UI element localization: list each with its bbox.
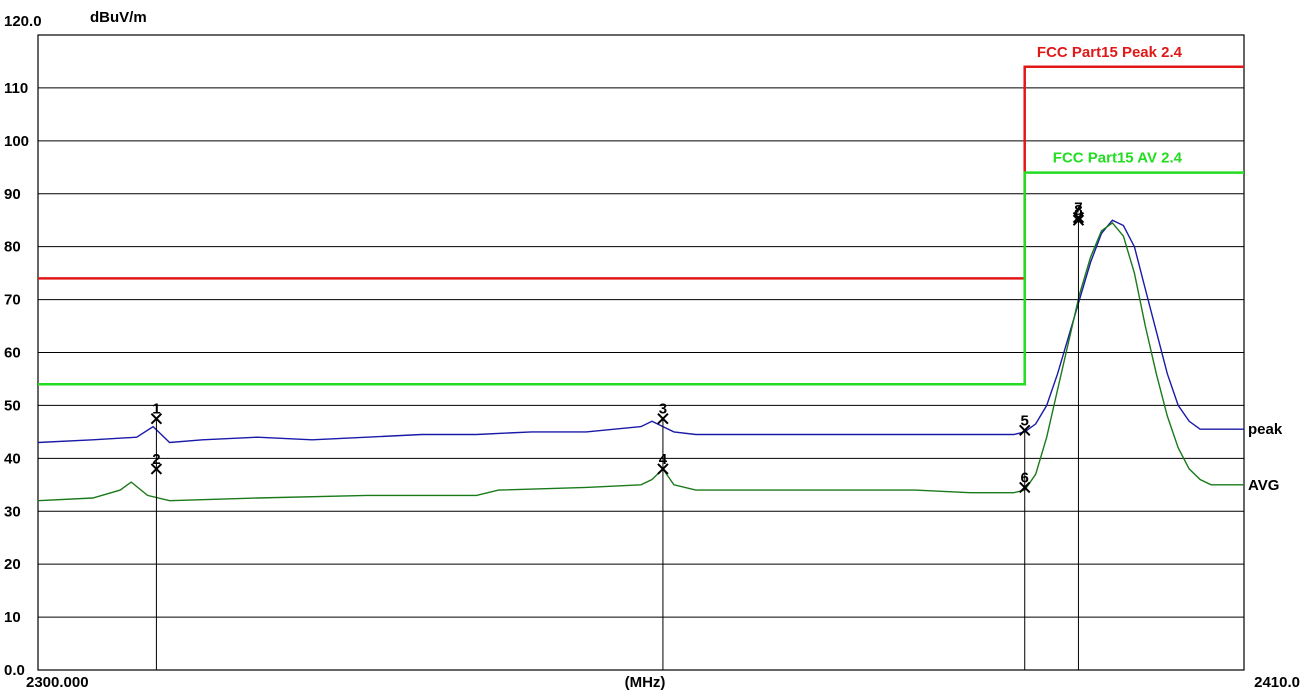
- marker-x-6: [1019, 481, 1031, 494]
- marker-label-1: 1: [152, 401, 160, 418]
- marker-label-4: 4: [659, 451, 668, 468]
- grid-lines: [38, 87, 1244, 618]
- marker-label-7: 7: [1074, 200, 1082, 217]
- y-tick-labels: 0.0 10 20 30 40 50 60 70 80 90 100 110: [4, 80, 29, 679]
- marker-x-3: [657, 412, 669, 425]
- y-top-label: 120.0: [4, 13, 42, 30]
- y-tick-label: 100: [4, 133, 29, 150]
- y-tick-label: 110: [4, 80, 28, 97]
- marker-x-2: [150, 463, 163, 475]
- x-unit-label: (MHz): [625, 674, 666, 691]
- x-start-label: 2300.000: [26, 674, 89, 691]
- marker-x-5: [1019, 424, 1031, 436]
- y-tick-label: 90: [4, 186, 21, 203]
- marker-label-8: 8: [1074, 202, 1082, 219]
- markers: 1 2 3 4 5 6 78: [150, 200, 1085, 670]
- series-label-AVG: AVG: [1248, 477, 1279, 494]
- marker-x-7: [1072, 211, 1085, 224]
- marker-label-5: 5: [1021, 412, 1029, 429]
- marker-label-2: 2: [152, 451, 160, 468]
- limit-label-2: FCC Part15 AV 2.4: [1053, 150, 1183, 167]
- y-tick-label: 40: [4, 450, 21, 467]
- y-tick-label: 30: [4, 503, 21, 520]
- y-tick-label: 70: [4, 292, 21, 309]
- series-line-peak: [37, 219, 1244, 444]
- y-tick-label: 60: [4, 345, 21, 362]
- x-end-label: 2410.0: [1254, 674, 1300, 691]
- y-tick-label: 20: [4, 556, 21, 573]
- series-label-peak: peak: [1248, 421, 1283, 438]
- y-tick-label: 80: [4, 239, 21, 256]
- marker-label-6: 6: [1021, 469, 1029, 486]
- y-tick-label: 10: [4, 609, 21, 626]
- y-tick-label: 0.0: [4, 662, 25, 679]
- marker-label-3: 3: [659, 401, 667, 418]
- y-tick-label: 50: [4, 397, 21, 414]
- marker-x-4: [657, 463, 669, 475]
- limit-lines: [38, 65, 1244, 386]
- limit-labels: FCC Part15 Peak 2.4 FCC Part15 AV 2.4: [1037, 44, 1183, 167]
- marker-x-8: [1072, 214, 1085, 226]
- y-unit-label: dBuV/m: [90, 9, 147, 26]
- series-labels: peak AVG: [1248, 421, 1283, 494]
- limit-line-2: [38, 171, 1244, 386]
- limit-label-1: FCC Part15 Peak 2.4: [1037, 44, 1183, 61]
- marker-x-1: [150, 412, 163, 425]
